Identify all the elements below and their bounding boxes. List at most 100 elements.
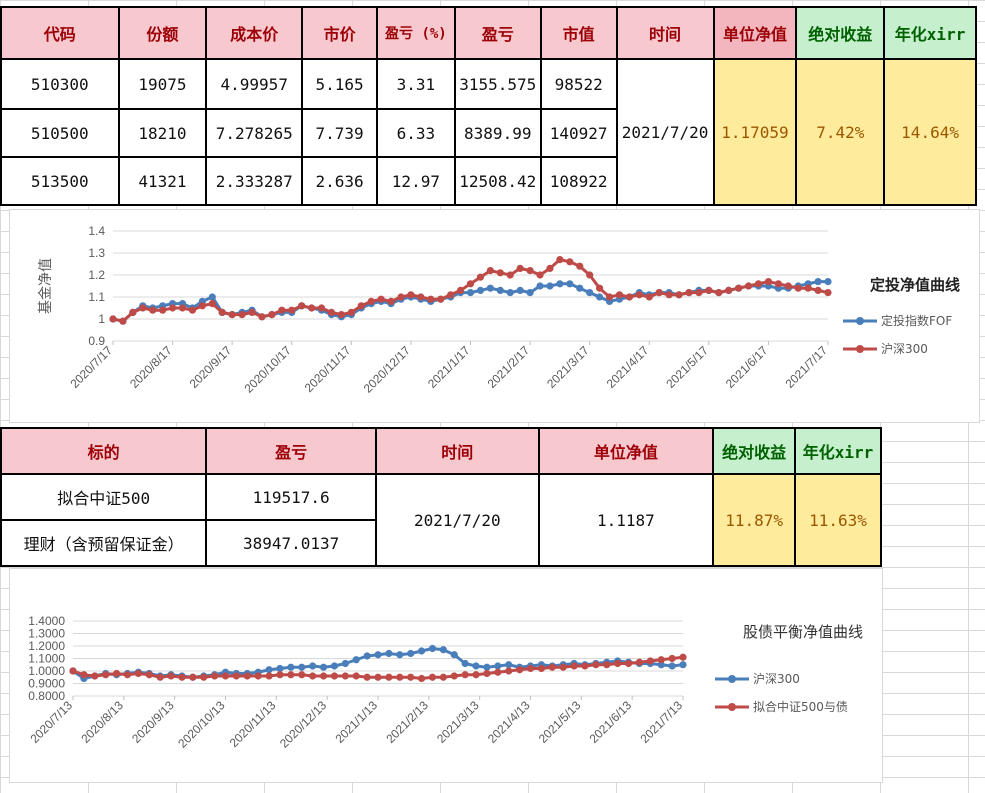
shares-cell[interactable]: 19075 [117,58,208,110]
pnl-cell[interactable]: 12508.42 [453,156,542,206]
pnl-pct-cell[interactable]: 3.31 [375,58,456,110]
pnl-cell[interactable]: 8389.99 [453,108,542,158]
data-point [496,269,504,277]
shares-cell[interactable]: 41321 [117,156,208,206]
xirr-cell[interactable]: 14.64% [883,58,977,206]
data-point [327,308,336,316]
header-cell[interactable]: 年化xirr [883,6,977,60]
dca-nav-chart[interactable]: 1.4 1.3 1.2 1.1 1 0.9 2020/7/17 2020/8/17 2020/9… [9,209,980,423]
y-tick-label: 1.1 [88,290,105,304]
abs-return-cell[interactable]: 7.42% [795,58,886,206]
data-point [536,271,544,279]
data-point [268,311,276,319]
data-point [308,304,316,312]
data-point [679,653,687,661]
data-point [396,651,404,659]
data-point [526,664,535,673]
data-point [232,672,240,680]
header-cell[interactable]: 年化xirr [794,427,882,475]
market-value-cell[interactable]: 108922 [539,156,618,206]
data-point [494,668,502,676]
pnl-cell[interactable]: 3155.575 [453,58,542,110]
data-point [319,672,328,680]
asset-cell[interactable]: 理财（含预留保证金） [0,519,208,567]
price-cell[interactable]: 7.739 [301,108,378,158]
data-point [581,662,589,670]
cost-cell[interactable]: 2.333287 [205,156,304,206]
data-point [102,671,110,679]
cost-cell[interactable]: 7.278265 [205,108,304,158]
pnl-cell[interactable]: 119517.6 [205,473,377,521]
header-cell[interactable]: 市值 [539,6,618,60]
x-tick-label: 2020/10/17 [242,343,295,396]
data-point [276,671,284,679]
header-cell[interactable]: 盈亏 [453,6,542,60]
pnl-cell[interactable]: 38947.0137 [205,519,377,567]
header-cell[interactable]: 盈亏 [205,427,377,475]
header-cell[interactable]: 份额 [117,6,208,60]
time-cell[interactable]: 2021/7/20 [374,473,540,567]
data-point [794,284,802,292]
header-cell[interactable]: 时间 [374,427,540,475]
pnl-pct-cell[interactable]: 6.33 [375,108,456,158]
balanced-nav-chart[interactable]: 1.4000 1.3000 1.2000 1.1000 1.0000 0.9000 0.80… [9,568,883,783]
y-tick-label: 1.2 [88,268,105,282]
data-point [439,673,447,681]
price-cell[interactable]: 5.165 [301,58,378,110]
data-point [387,297,395,305]
data-point [149,306,157,314]
legend-label: 沪深300 [881,342,928,356]
cost-cell[interactable]: 4.99957 [205,58,304,110]
header-cell[interactable]: 单位净值 [712,6,798,60]
nav-cell[interactable]: 1.17059 [712,58,798,206]
header-cell[interactable]: 单位净值 [537,427,715,475]
data-point [139,304,147,312]
price-cell[interactable]: 2.636 [301,156,378,206]
x-tick-label: 2020/9/13 [129,698,177,746]
header-cell[interactable]: 市价 [301,6,378,60]
data-point [428,644,437,653]
code-cell[interactable]: 513500 [0,156,120,206]
data-point [774,280,782,288]
data-point [129,308,137,316]
data-point [407,291,415,299]
pnl-pct-cell[interactable]: 12.97 [375,156,456,206]
data-point [526,289,534,297]
data-point [635,658,644,666]
data-point [287,663,295,671]
x-tick-label: 2020/11/17 [302,343,354,395]
xirr-cell[interactable]: 11.63% [794,473,882,567]
abs-return-cell[interactable]: 11.87% [712,473,797,567]
x-tick-label: 2020/9/17 [187,343,235,391]
data-point [657,661,665,669]
data-point [679,661,687,669]
data-point [516,264,524,272]
nav-cell[interactable]: 1.1187 [537,473,715,567]
market-value-cell[interactable]: 98522 [539,58,618,110]
header-cell[interactable]: 绝对收益 [712,427,797,475]
y-tick-label: 0.8000 [28,689,65,703]
data-point [483,663,491,671]
market-value-cell[interactable]: 140927 [539,108,618,158]
header-cell[interactable]: 绝对收益 [795,6,886,60]
data-point [655,289,663,297]
legend-marker [728,675,736,683]
data-point [69,667,77,675]
code-cell[interactable]: 510500 [0,108,120,158]
header-cell[interactable]: 盈亏 (%) [375,6,456,60]
header-cell[interactable]: 时间 [615,6,715,60]
data-point [298,302,306,310]
data-point [576,284,584,292]
data-point [258,313,266,321]
header-cell[interactable]: 标的 [0,427,208,475]
data-point [735,284,743,292]
asset-cell[interactable]: 拟合中证500 [0,473,208,521]
header-cell[interactable]: 成本价 [205,6,304,60]
header-cell[interactable]: 代码 [0,6,120,60]
shares-cell[interactable]: 18210 [117,108,208,158]
data-point [243,672,251,680]
code-cell[interactable]: 510300 [0,58,120,110]
time-cell[interactable]: 2021/7/20 [615,58,715,206]
x-tick-label: 2020/8/17 [127,343,175,391]
data-point [374,673,382,681]
